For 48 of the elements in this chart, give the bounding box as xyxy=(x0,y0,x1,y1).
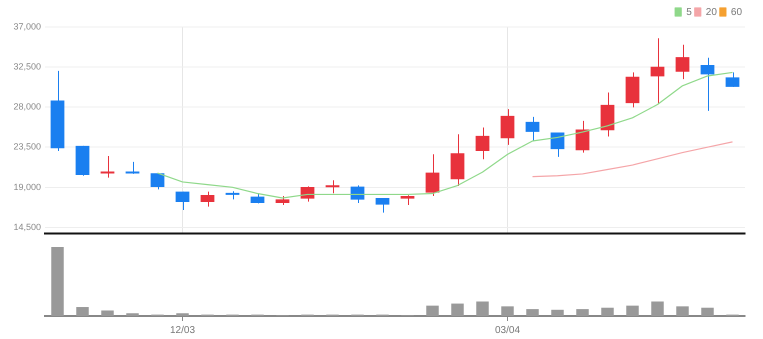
candlestick xyxy=(700,57,714,112)
bar xyxy=(551,310,564,316)
candlestick xyxy=(200,191,214,208)
bar xyxy=(701,308,714,316)
candlestick xyxy=(376,197,390,214)
candlestick xyxy=(426,154,440,197)
candlestick xyxy=(126,161,140,174)
candlestick xyxy=(650,38,664,105)
candlestick xyxy=(476,127,490,160)
bar xyxy=(426,306,439,316)
y-tick-label: 23,500 xyxy=(13,142,41,152)
candlestick xyxy=(576,120,590,154)
candlestick xyxy=(176,191,190,210)
bar xyxy=(651,302,664,316)
bar xyxy=(451,304,464,316)
candlestick xyxy=(676,44,690,80)
y-tick-label: 19,000 xyxy=(13,182,41,192)
x-tick-label: 12/03 xyxy=(170,324,196,336)
legend-label: 5 xyxy=(686,6,692,18)
legend-label: 60 xyxy=(730,6,742,18)
candlestick xyxy=(250,193,264,204)
bar xyxy=(76,307,89,316)
candlestick xyxy=(100,155,114,178)
y-tick-label: 32,500 xyxy=(13,62,41,72)
y-tick-label: 14,500 xyxy=(13,222,41,232)
candlestick xyxy=(326,180,340,194)
candlestick xyxy=(500,108,514,146)
bar xyxy=(176,313,189,316)
bar xyxy=(126,313,139,316)
bar xyxy=(576,309,589,316)
bar xyxy=(526,309,539,316)
legend-label: 20 xyxy=(706,6,718,18)
y-tick-label: 37,000 xyxy=(13,21,41,32)
bar xyxy=(51,247,64,316)
bar xyxy=(676,306,689,316)
candlestick xyxy=(400,194,414,206)
candlestick xyxy=(350,184,364,204)
bar xyxy=(626,306,639,316)
candlestick xyxy=(526,116,540,142)
bar xyxy=(476,302,489,316)
candlestick xyxy=(150,172,164,190)
bar xyxy=(501,306,514,316)
candlestick xyxy=(550,132,564,158)
bar xyxy=(101,310,114,316)
y-tick-label: 28,000 xyxy=(13,102,41,112)
candlestick xyxy=(726,72,740,88)
x-tick-label: 03/04 xyxy=(494,324,520,336)
bar xyxy=(601,308,614,316)
